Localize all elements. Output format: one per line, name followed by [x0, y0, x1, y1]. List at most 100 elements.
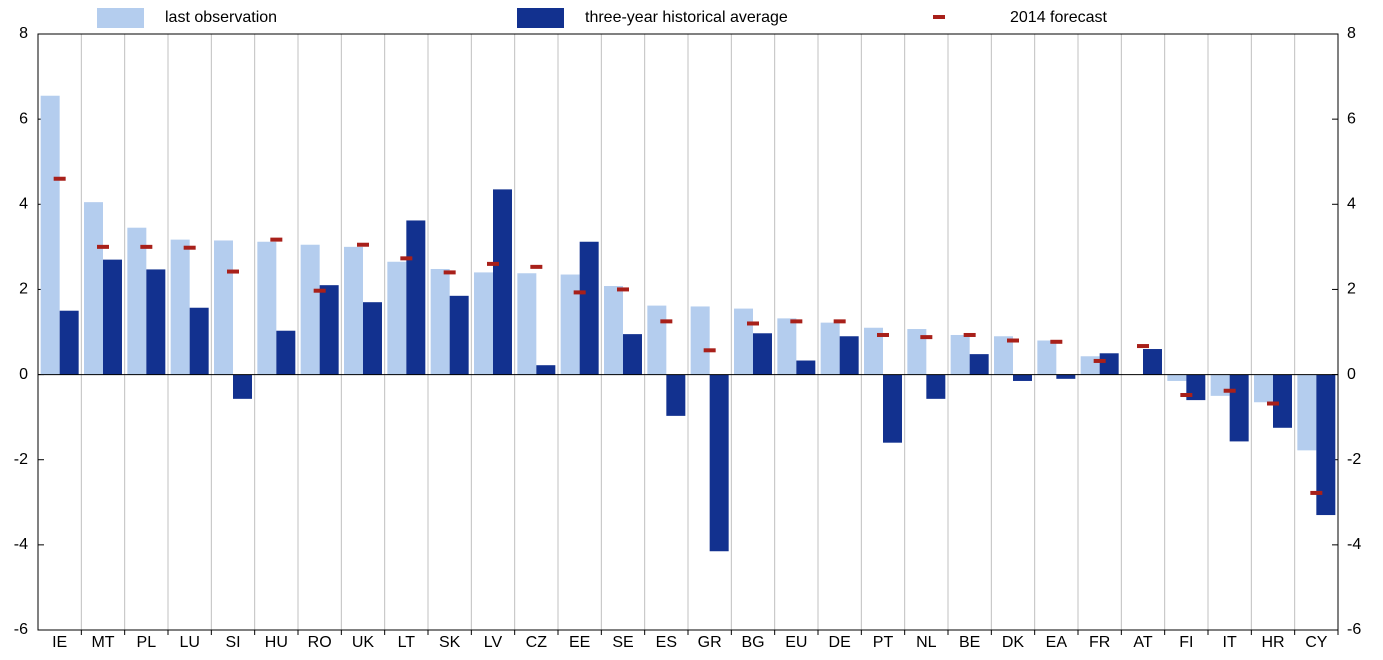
- x-tick-label: SK: [439, 634, 461, 651]
- x-tick-label: GR: [698, 634, 722, 651]
- bar: [839, 336, 859, 375]
- bar: [969, 354, 989, 375]
- forecast-marker: [1050, 339, 1063, 344]
- legend-swatch: [933, 15, 945, 19]
- x-tick-label: PL: [137, 634, 157, 651]
- forecast-marker: [747, 321, 759, 326]
- bar: [214, 240, 233, 375]
- bar: [517, 273, 537, 375]
- forecast-marker: [1267, 401, 1279, 406]
- forecast-marker: [53, 176, 66, 181]
- bar: [474, 272, 493, 375]
- x-tick-label: SE: [612, 634, 633, 651]
- x-tick-label: IT: [1223, 634, 1237, 651]
- bar: [1099, 353, 1119, 375]
- bar: [796, 360, 816, 375]
- y-tick-label: 8: [19, 25, 28, 42]
- y2-tick-label: 2: [1347, 281, 1356, 298]
- forecast-marker: [443, 270, 456, 275]
- y-tick-label: 6: [19, 110, 28, 127]
- bar: [170, 239, 190, 375]
- forecast-marker: [1180, 393, 1193, 398]
- x-tick-label: DE: [829, 634, 851, 651]
- bar: [994, 336, 1013, 375]
- y-tick-label: -4: [14, 536, 28, 553]
- bar: [430, 268, 450, 375]
- bar: [1037, 340, 1057, 375]
- bar: [753, 333, 772, 375]
- bar: [1167, 374, 1187, 381]
- x-tick-label: EE: [569, 634, 590, 651]
- bar: [387, 261, 407, 375]
- y2-tick-label: 6: [1347, 110, 1356, 127]
- bar: [1143, 349, 1162, 375]
- bar: [40, 95, 60, 375]
- forecast-marker: [1093, 358, 1106, 363]
- bar: [406, 220, 426, 375]
- bar: [560, 274, 580, 375]
- y2-tick-label: 0: [1347, 366, 1356, 383]
- x-tick-label: BG: [741, 634, 764, 651]
- forecast-marker: [963, 332, 976, 337]
- bar: [1297, 374, 1317, 451]
- bar: [536, 365, 556, 375]
- bar: [820, 322, 840, 375]
- forecast-marker: [1310, 490, 1323, 495]
- forecast-marker: [877, 332, 889, 337]
- bar: [777, 318, 797, 375]
- forecast-marker: [313, 288, 326, 293]
- bar: [449, 295, 469, 375]
- y2-tick-label: -4: [1347, 536, 1361, 553]
- bar: [276, 330, 296, 375]
- y-tick-label: -6: [14, 621, 28, 638]
- forecast-marker: [400, 256, 413, 261]
- x-tick-label: DK: [1002, 634, 1025, 651]
- bar: [926, 374, 946, 399]
- legend-label: three-year historical average: [585, 9, 788, 26]
- forecast-marker: [1223, 388, 1236, 393]
- bar: [709, 374, 729, 552]
- y-tick-label: 4: [19, 196, 28, 213]
- legend-label: 2014 forecast: [1010, 9, 1108, 26]
- legend-label: last observation: [165, 9, 277, 26]
- bar: [233, 374, 252, 399]
- y-tick-label: -2: [14, 451, 28, 468]
- bar: [647, 305, 667, 375]
- forecast-marker: [1007, 338, 1019, 343]
- bar: [344, 246, 363, 375]
- bar: [690, 306, 710, 375]
- legend-swatch: [97, 8, 144, 28]
- bar: [189, 307, 209, 375]
- x-tick-label: UK: [352, 634, 375, 651]
- x-tick-label: HR: [1261, 634, 1284, 651]
- y2-tick-label: 8: [1347, 25, 1356, 42]
- forecast-marker: [920, 335, 933, 340]
- x-tick-label: IE: [52, 634, 67, 651]
- x-tick-label: EA: [1046, 634, 1068, 651]
- legend-swatch: [517, 8, 564, 28]
- forecast-marker: [617, 287, 629, 292]
- x-tick-label: EU: [785, 634, 807, 651]
- bar: [1056, 374, 1076, 379]
- bar: [623, 334, 642, 375]
- x-tick-label: MT: [91, 634, 114, 651]
- x-tick-label: RO: [308, 634, 332, 651]
- forecast-marker: [487, 261, 499, 266]
- x-tick-label: FI: [1179, 634, 1193, 651]
- bar: [579, 241, 599, 375]
- x-tick-label: CZ: [526, 634, 548, 651]
- bar: [950, 334, 970, 375]
- forecast-marker: [573, 290, 586, 295]
- x-tick-label: LT: [398, 634, 416, 651]
- x-tick-label: ES: [656, 634, 677, 651]
- forecast-marker: [97, 244, 109, 249]
- forecast-marker: [790, 319, 803, 324]
- bar: [493, 189, 512, 375]
- bar: [666, 374, 686, 416]
- bar: [84, 202, 103, 375]
- bar: [146, 269, 166, 375]
- y2-tick-label: 4: [1347, 196, 1356, 213]
- x-tick-label: LU: [179, 634, 199, 651]
